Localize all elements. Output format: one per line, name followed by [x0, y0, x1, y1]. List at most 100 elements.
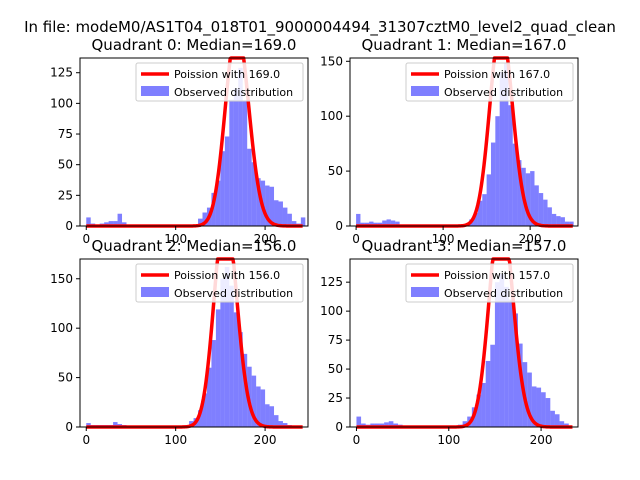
histogram-bar [494, 282, 500, 427]
legend-hist-swatch [141, 287, 169, 297]
x-tick-label: 100 [164, 433, 187, 447]
legend-box [135, 62, 304, 102]
axes-frame [349, 57, 579, 227]
legend: Poission with 169.0 Observed distribution [135, 62, 304, 102]
histogram-bar [388, 421, 394, 427]
histogram-bar [220, 151, 225, 226]
histogram-bar [513, 313, 518, 427]
histogram-bar [265, 185, 270, 226]
subplot-grid: 0 100 200 0 25 50 75 100 125 Quadrant 0: Median=1… [50, 36, 579, 447]
histogram-bar [242, 100, 248, 226]
y-tick-label: 0 [65, 420, 73, 434]
histogram-bar [477, 200, 483, 226]
histogram-bar [559, 421, 565, 427]
legend-hist-swatch [411, 287, 439, 297]
legend: Poission with 157.0 Observed distribution [405, 263, 574, 303]
histogram-bar [113, 422, 118, 427]
histogram-bar [481, 382, 486, 427]
histogram-bar [278, 201, 283, 226]
legend-hist-swatch [141, 86, 169, 96]
histogram-bar [508, 105, 513, 226]
histogram-bar [550, 410, 555, 427]
figure-suptitle: In file: modeM0/AS1T04_018T01_9000004494… [24, 18, 616, 37]
legend-hist-label: Observed distribution [444, 86, 563, 99]
histogram-bar [525, 173, 531, 226]
histogram-bar [512, 143, 518, 226]
histogram-bar [384, 422, 389, 427]
histogram-bar [538, 193, 544, 226]
histogram-bar [229, 99, 234, 226]
histogram-bar [473, 212, 478, 226]
histogram-bar [206, 367, 212, 427]
histogram-bar [211, 340, 216, 427]
histogram-bar [238, 332, 243, 427]
histogram-bar [265, 404, 270, 427]
histogram-bar [504, 286, 509, 427]
histogram-bar [260, 389, 266, 427]
histogram-bar [256, 178, 261, 226]
histogram-bar [564, 221, 570, 226]
axes-frame [79, 258, 309, 428]
histogram-bar [499, 274, 505, 427]
y-tick-label: 150 [320, 54, 343, 68]
x-tick-label: 200 [519, 232, 542, 246]
histogram-bar [274, 415, 279, 427]
histogram-bar [198, 218, 203, 226]
histogram-bar [517, 160, 522, 226]
histogram-bar [220, 278, 225, 427]
subplot-title: Quadrant 2: Median=156.0 [92, 237, 297, 255]
legend-box [135, 263, 304, 303]
y-tick-label: 25 [328, 391, 343, 405]
histogram-bar [518, 343, 523, 427]
histogram-bar [504, 63, 509, 226]
axes-frame [79, 57, 309, 227]
subplot-quadrant-0: 0 100 200 0 25 50 75 100 125 Quadrant 0: Median=1… [50, 36, 309, 246]
legend-hist-label: Observed distribution [174, 86, 293, 99]
subplot-quadrant-1: 0 100 200 0 50 100 150 Quadrant 1: Median=167.0… [320, 36, 579, 246]
y-tick-label: 100 [50, 96, 73, 110]
x-tick-label: 0 [353, 433, 361, 447]
x-tick-label: 0 [82, 232, 90, 246]
histogram-bar [356, 416, 362, 427]
histogram-bar [233, 88, 239, 226]
histogram-bar [224, 136, 230, 226]
subplot-title: Quadrant 3: Median=157.0 [362, 237, 567, 255]
histogram-bar [530, 171, 535, 226]
x-tick-label: 100 [164, 232, 187, 246]
histogram-bar [278, 421, 283, 427]
histogram-bar [233, 312, 239, 427]
histogram-bar [486, 174, 491, 226]
histogram-bar [476, 394, 482, 427]
histogram-bar [229, 285, 234, 427]
histogram-bar [551, 213, 557, 226]
histogram-bar [543, 199, 548, 226]
legend-hist-swatch [411, 86, 439, 96]
y-tick-label: 50 [328, 362, 343, 376]
y-tick-label: 0 [335, 219, 343, 233]
y-tick-label: 100 [320, 109, 343, 123]
histogram-bar [369, 221, 374, 226]
y-tick-label: 125 [320, 275, 343, 289]
y-tick-label: 50 [58, 371, 73, 385]
histogram-bar [490, 344, 495, 427]
histogram-bar [287, 213, 292, 226]
histogram-bar [356, 213, 361, 226]
y-tick-label: 50 [58, 158, 73, 172]
histogram-bar [238, 67, 243, 227]
histogram-bar [269, 186, 275, 226]
legend: Poission with 156.0 Observed distribution [135, 263, 304, 303]
axes-frame [349, 258, 579, 428]
histogram-bar [495, 116, 500, 226]
legend-line-label: Poission with 156.0 [174, 269, 280, 282]
subplot-quadrant-3: 0 100 200 0 25 50 75 100 125 Quadrant 3: Median=1… [320, 237, 579, 447]
y-tick-label: 125 [50, 66, 73, 80]
histogram-bar [256, 386, 261, 427]
legend-hist-label: Observed distribution [444, 287, 563, 300]
x-tick-label: 200 [530, 433, 553, 447]
histogram-bar [202, 212, 207, 226]
histogram-bar [390, 220, 396, 226]
y-tick-label: 50 [328, 164, 343, 178]
histogram-bar [274, 200, 279, 226]
x-tick-label: 200 [254, 433, 277, 447]
